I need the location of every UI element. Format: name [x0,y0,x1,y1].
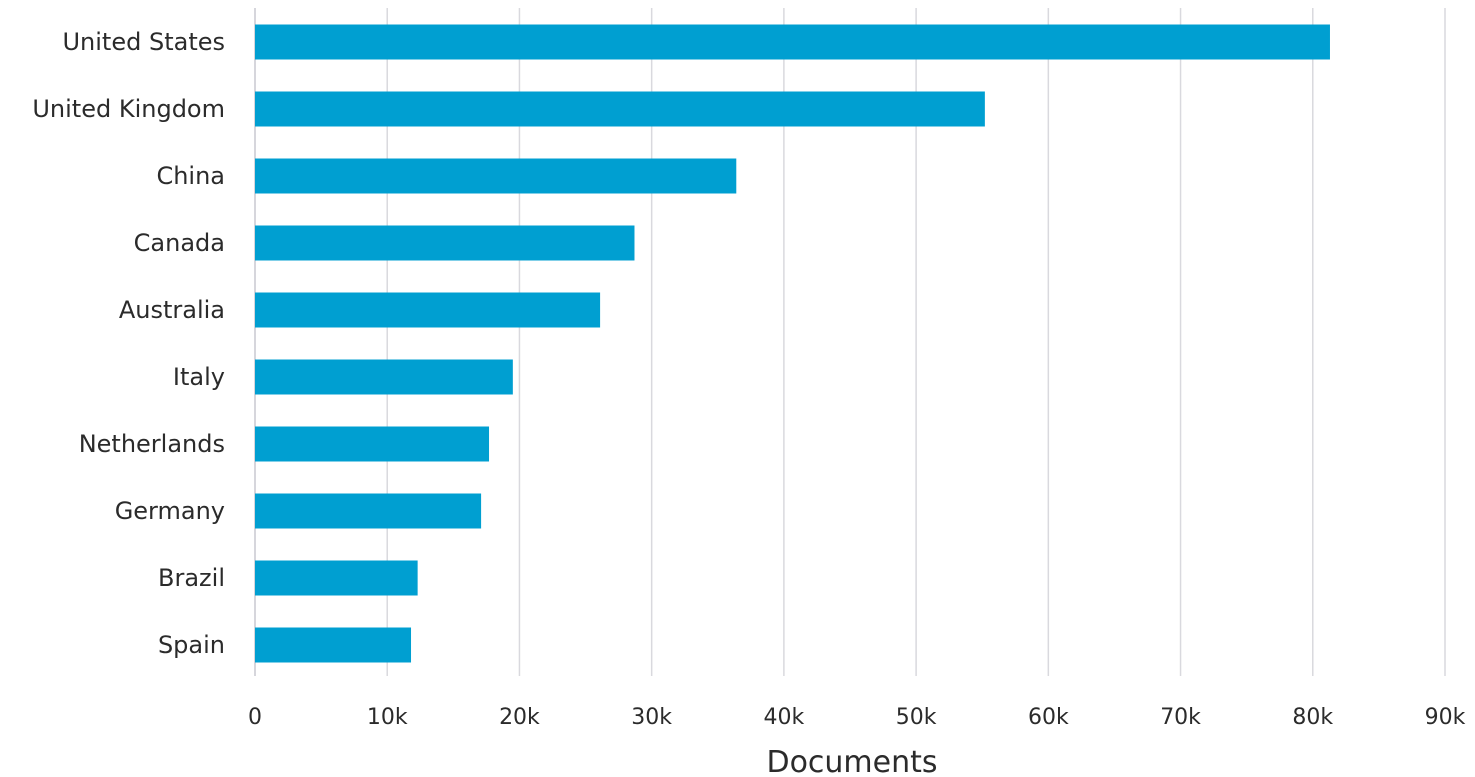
x-tick-label: 50k [896,705,937,730]
bar-china[interactable] [255,158,737,194]
category-label: Italy [173,363,225,391]
category-label: Germany [115,497,225,525]
x-tick-label: 30k [631,705,672,730]
x-tick-label: 60k [1028,705,1069,730]
bar-italy[interactable] [255,359,513,395]
category-labels: United States United Kingdom China Canada Au… [32,28,225,659]
category-label: United Kingdom [32,95,225,123]
category-label: Brazil [158,564,225,592]
bar-united-states[interactable] [255,24,1330,60]
category-label: United States [62,28,225,56]
bar-brazil[interactable] [255,560,418,596]
x-tick-label: 0 [248,705,262,730]
category-label: Australia [119,296,225,324]
x-tick-label: 70k [1160,705,1201,730]
bar-germany[interactable] [255,493,482,529]
bars [255,24,1330,663]
x-tick-label: 10k [367,705,408,730]
bar-canada[interactable] [255,225,635,261]
x-axis-title: Documents [766,745,937,777]
category-label: Netherlands [79,430,225,458]
category-label: Spain [158,631,225,659]
x-tick-label: 90k [1425,705,1466,730]
bar-spain[interactable] [255,627,412,663]
x-tick-label: 40k [764,705,805,730]
bar-australia[interactable] [255,292,601,328]
category-label: Canada [134,229,225,257]
x-tick-label: 80k [1292,705,1333,730]
bar-united-kingdom[interactable] [255,91,985,127]
category-label: China [156,162,225,190]
x-tick-label: 20k [499,705,540,730]
bar-netherlands[interactable] [255,426,490,462]
x-tick-labels: 0 10k 20k 30k 40k 50k 60k 70k 80k 90k [248,705,1466,730]
